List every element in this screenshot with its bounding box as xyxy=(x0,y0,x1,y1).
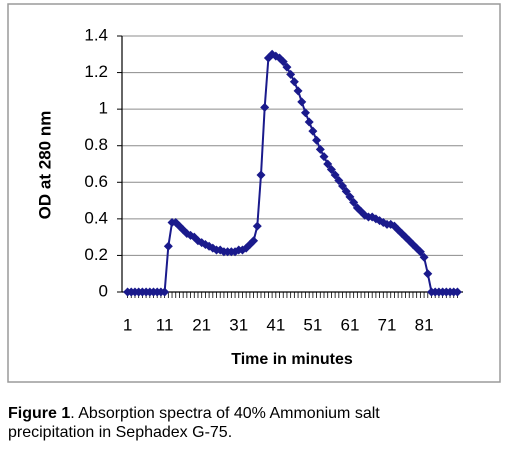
x-axis-label: Time in minutes xyxy=(231,351,353,368)
data-point xyxy=(452,287,462,297)
data-point xyxy=(278,57,288,67)
y-tick-label: 0 xyxy=(99,281,108,300)
data-point xyxy=(419,252,429,262)
caption: Figure 1. Absorption spectra of 40% Ammo… xyxy=(8,404,448,442)
data-point xyxy=(282,62,292,72)
x-tick-label: 51 xyxy=(303,315,322,334)
y-axis-label: OD at 280 nm xyxy=(35,111,54,220)
data-point xyxy=(252,221,262,231)
data-point xyxy=(289,77,299,87)
data-point xyxy=(319,152,329,162)
y-tick-label: 0.6 xyxy=(84,172,108,191)
x-tick-label: 81 xyxy=(415,315,434,334)
data-point xyxy=(341,186,351,196)
y-tick-label: 0.2 xyxy=(84,245,108,264)
y-tick-label: 0.8 xyxy=(84,135,108,154)
caption-label: Figure 1 xyxy=(8,405,71,422)
data-point xyxy=(249,236,259,246)
x-tick-label: 31 xyxy=(229,315,248,334)
data-point xyxy=(304,117,314,127)
y-tick-label: 1.2 xyxy=(84,62,108,81)
data-point xyxy=(323,159,333,169)
x-tick-label: 41 xyxy=(266,315,285,334)
y-tick-label: 0.4 xyxy=(84,208,108,227)
data-point xyxy=(326,164,336,174)
x-tick-label: 71 xyxy=(378,315,397,334)
data-point xyxy=(160,287,170,297)
x-tick-label: 1 xyxy=(123,315,132,334)
y-tick-label: 1 xyxy=(99,99,108,118)
x-tick-label: 21 xyxy=(192,315,211,334)
data-point xyxy=(349,197,359,207)
chart: OD at 280 nm Time in minutes 0 0.2 0.4 0.6 0… xyxy=(7,3,501,383)
data-point xyxy=(293,86,303,96)
data-point xyxy=(163,241,173,251)
data-point xyxy=(300,108,310,118)
data-point xyxy=(260,102,270,112)
x-tick-label: 61 xyxy=(340,315,359,334)
data-point xyxy=(286,69,296,79)
data-point xyxy=(315,144,325,154)
data-point xyxy=(312,135,322,145)
data-point xyxy=(334,175,344,185)
y-tick-label: 1.4 xyxy=(84,25,108,44)
data-point xyxy=(256,170,266,180)
chart-frame xyxy=(7,3,501,383)
data-point xyxy=(423,269,433,279)
x-tick-label: 11 xyxy=(156,315,174,334)
data-point xyxy=(330,170,340,180)
caption-text: . Absorption spectra of 40% Ammonium sal… xyxy=(8,405,380,441)
data-point xyxy=(308,126,318,136)
data-point xyxy=(338,181,348,191)
data-point xyxy=(415,247,425,257)
data-point xyxy=(297,97,307,107)
data-point xyxy=(345,192,355,202)
